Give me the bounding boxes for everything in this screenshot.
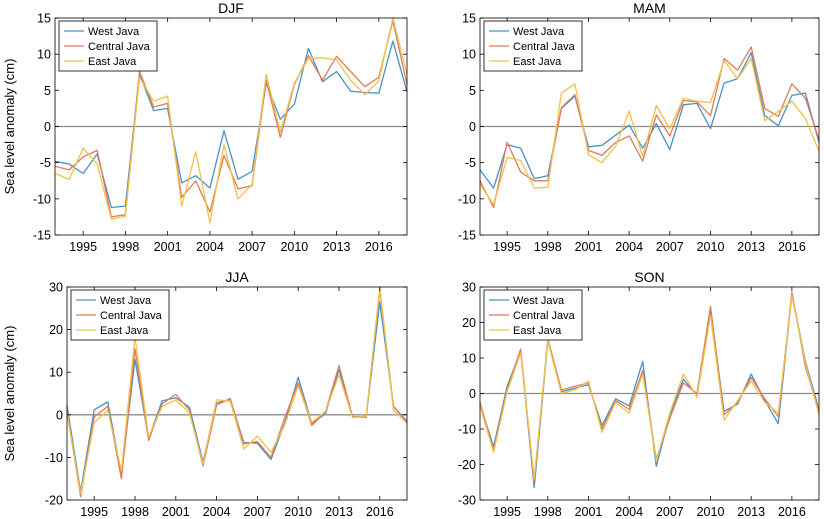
legend-label: Central Java (100, 310, 163, 322)
y-tick-label: 0 (56, 408, 63, 422)
x-tick-label: 2016 (778, 240, 806, 254)
y-axis-label: Sea level anomaly (cm) (2, 326, 17, 462)
legend-label: West Java (100, 295, 152, 307)
y-tick-label: 0 (44, 120, 51, 134)
x-tick-label: 2007 (238, 240, 266, 254)
y-tick-label: 30 (49, 281, 63, 295)
y-tick-label: 10 (49, 366, 63, 380)
legend: West Java Central Java East Java (58, 20, 158, 72)
y-tick-label: -10 (458, 192, 476, 206)
y-tick-label: 0 (469, 387, 476, 401)
x-tick-label: 2010 (280, 240, 308, 254)
chart-title: SON (634, 269, 664, 285)
chart-title: MAM (633, 0, 666, 16)
y-tick-label: -10 (458, 423, 476, 437)
x-tick-label: 2013 (325, 505, 353, 519)
x-tick-label: 2016 (365, 240, 393, 254)
y-tick-label: 20 (462, 316, 476, 330)
series-line-west-java (479, 52, 820, 189)
legend-label: West Java (513, 295, 565, 307)
x-tick-label: 2016 (366, 505, 394, 519)
axes-box (66, 286, 408, 501)
legend: West Java Central Java East Java (483, 289, 583, 341)
legend-label: East Java (100, 325, 149, 337)
y-tick-label: -20 (458, 458, 476, 472)
legend-label: West Java (88, 26, 140, 38)
y-tick-label: 0 (469, 120, 476, 134)
x-tick-label: 2013 (737, 505, 765, 519)
x-tick-label: 2004 (615, 505, 643, 519)
y-tick-label: 5 (44, 84, 51, 98)
y-tick-label: -5 (465, 156, 476, 170)
series-line-east-java (479, 57, 820, 206)
y-tick-label: -10 (45, 451, 63, 465)
x-tick-label: 2010 (697, 505, 725, 519)
x-tick-label: 2013 (737, 240, 765, 254)
series-line-east-java (66, 286, 408, 495)
x-tick-label: 2001 (575, 505, 603, 519)
x-tick-label: 2007 (656, 505, 684, 519)
x-tick-label: 2004 (196, 240, 224, 254)
legend-box (58, 20, 158, 72)
x-tick-label: 2001 (575, 240, 603, 254)
series-line-central-java (66, 288, 408, 498)
x-tick-label: 1995 (80, 505, 108, 519)
y-tick-label: 20 (49, 323, 63, 337)
x-tick-label: 2010 (284, 505, 312, 519)
x-tick-label: 2016 (778, 505, 806, 519)
y-tick-label: 5 (469, 84, 476, 98)
x-tick-label: 2001 (154, 240, 182, 254)
chart-title: DJF (218, 0, 244, 16)
legend-label: West Java (513, 26, 565, 38)
series-line-east-java (479, 295, 820, 480)
legend: West Java Central Java East Java (483, 20, 583, 72)
x-tick-label: 2010 (697, 240, 725, 254)
legend-label: Central Java (513, 41, 576, 53)
legend-label: East Java (88, 56, 137, 68)
x-tick-label: 2004 (203, 505, 231, 519)
x-tick-label: 1995 (493, 505, 521, 519)
y-tick-label: 15 (37, 12, 51, 26)
chart-panel-3: SON -30 -20 -10 0 10 20 30 1995 1998 2001 2004 2007 2… (458, 269, 820, 519)
y-tick-label: -15 (33, 229, 51, 243)
y-tick-label: -5 (40, 156, 51, 170)
x-tick-label: 1998 (534, 240, 562, 254)
y-tick-label: 30 (462, 281, 476, 295)
x-tick-label: 1998 (121, 505, 149, 519)
x-tick-label: 1995 (69, 240, 97, 254)
x-tick-label: 1998 (111, 240, 139, 254)
y-tick-label: 10 (462, 48, 476, 62)
chart-panel-0: DJF Sea level anomaly (cm) -15 -10 -5 0 5 10 15 1… (2, 0, 408, 254)
y-tick-label: -20 (45, 494, 63, 508)
legend: West Java Central Java East Java (70, 289, 170, 341)
legend-label: Central Java (513, 310, 576, 322)
x-tick-label: 1998 (534, 505, 562, 519)
y-tick-label: -30 (458, 494, 476, 508)
y-tick-label: 10 (37, 48, 51, 62)
legend-label: Central Java (88, 41, 151, 53)
y-tick-label: -10 (33, 192, 51, 206)
x-tick-label: 2004 (615, 240, 643, 254)
y-tick-label: 10 (462, 352, 476, 366)
x-tick-label: 2007 (656, 240, 684, 254)
y-tick-label: 15 (462, 12, 476, 26)
series-line-central-java (479, 46, 820, 209)
chart-panel-1: MAM -15 -10 -5 0 5 10 15 1995 1998 2001 2004 2007 201… (458, 0, 820, 254)
chart-panel-2: JJA Sea level anomaly (cm) -20 -10 0 10 20 30 19… (2, 269, 408, 519)
y-axis-label: Sea level anomaly (cm) (2, 59, 17, 195)
series-line-east-java (54, 17, 408, 224)
chart-title: JJA (225, 269, 249, 285)
legend-label: East Java (513, 325, 562, 337)
x-tick-label: 1995 (493, 240, 521, 254)
legend-label: East Java (513, 56, 562, 68)
x-tick-label: 2007 (243, 505, 271, 519)
y-tick-label: -15 (458, 229, 476, 243)
series-line-west-java (54, 40, 408, 209)
x-tick-label: 2013 (323, 240, 351, 254)
x-tick-label: 2001 (162, 505, 190, 519)
